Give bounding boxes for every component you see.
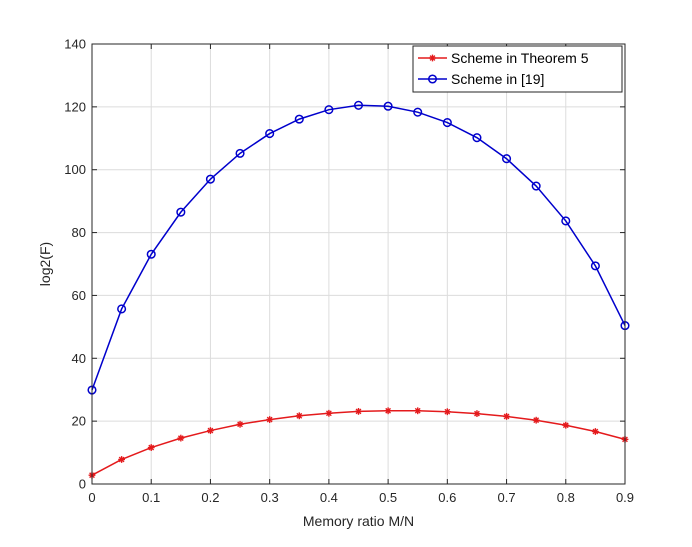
legend-label: Scheme in [19] — [451, 71, 544, 87]
data-point — [590, 261, 600, 271]
series-line — [91, 104, 626, 391]
legend-box — [412, 45, 623, 93]
x-tick-label: 0.3 — [261, 490, 279, 505]
data-point — [294, 114, 304, 124]
data-point — [502, 154, 512, 164]
y-axis: 0 20 40 60 80 100 120 140 — [64, 37, 625, 492]
data-point — [353, 100, 364, 110]
data-point — [562, 421, 570, 429]
data-point — [531, 181, 541, 191]
series-2 — [87, 100, 630, 395]
data-point — [176, 207, 186, 217]
y-tick-label: 0 — [79, 477, 86, 492]
data-point — [442, 118, 452, 128]
x-tick-label: 0.8 — [557, 490, 575, 505]
data-point — [325, 409, 333, 417]
data-point — [177, 434, 185, 442]
y-axis-label: log2(F) — [37, 242, 53, 286]
data-point — [205, 174, 215, 184]
data-point — [146, 249, 156, 259]
plot-area — [92, 44, 625, 484]
legend-item: Scheme in [19] — [418, 71, 544, 87]
legend-marker — [429, 54, 436, 62]
x-tick-label: 0.1 — [142, 490, 160, 505]
x-axis: 0 0.1 0.2 0.3 0.4 0.5 0.6 0.7 0.8 0.9 — [88, 44, 634, 505]
x-tick-label: 0 — [88, 490, 95, 505]
x-tick-label: 0.7 — [498, 490, 516, 505]
data-point — [207, 427, 214, 434]
y-tick-label: 100 — [64, 162, 86, 177]
x-axis-label: Memory ratio M/N — [303, 513, 414, 529]
plot-frame — [91, 43, 626, 485]
data-point — [295, 412, 303, 420]
x-tick-label: 0.4 — [320, 490, 338, 505]
legend: Scheme in Theorem 5 Scheme in [19] — [412, 45, 623, 93]
x-tick-label: 0.5 — [379, 490, 397, 505]
x-tick-label: 0.2 — [201, 490, 219, 505]
data-point — [503, 413, 510, 420]
x-tick-label: 0.9 — [616, 490, 634, 505]
data-point — [235, 148, 245, 158]
series-layer — [87, 100, 630, 479]
data-point — [117, 304, 127, 314]
y-tick-label: 80 — [72, 225, 86, 240]
y-tick-label: 40 — [72, 351, 86, 366]
data-point — [384, 407, 392, 415]
y-tick-label: 140 — [64, 37, 86, 52]
data-point — [355, 408, 362, 415]
data-point — [473, 410, 481, 417]
data-point — [443, 408, 451, 416]
data-point — [147, 444, 155, 451]
data-point — [472, 133, 482, 143]
legend-marker — [427, 74, 438, 84]
data-point — [266, 416, 274, 423]
data-point — [118, 456, 126, 463]
legend-item: Scheme in Theorem 5 — [418, 50, 589, 66]
x-tick-label: 0.6 — [438, 490, 456, 505]
data-point — [414, 407, 422, 415]
y-tick-label: 60 — [72, 288, 86, 303]
data-point — [413, 107, 423, 117]
legend-label: Scheme in Theorem 5 — [451, 50, 589, 66]
data-point — [561, 216, 571, 226]
data-point — [591, 428, 599, 435]
y-tick-label: 20 — [72, 414, 86, 429]
data-point — [236, 420, 244, 428]
y-tick-label: 120 — [64, 99, 86, 114]
series-1 — [88, 407, 629, 479]
data-point — [532, 416, 540, 424]
data-point — [383, 101, 393, 111]
data-point — [265, 129, 275, 139]
data-point — [324, 105, 334, 115]
